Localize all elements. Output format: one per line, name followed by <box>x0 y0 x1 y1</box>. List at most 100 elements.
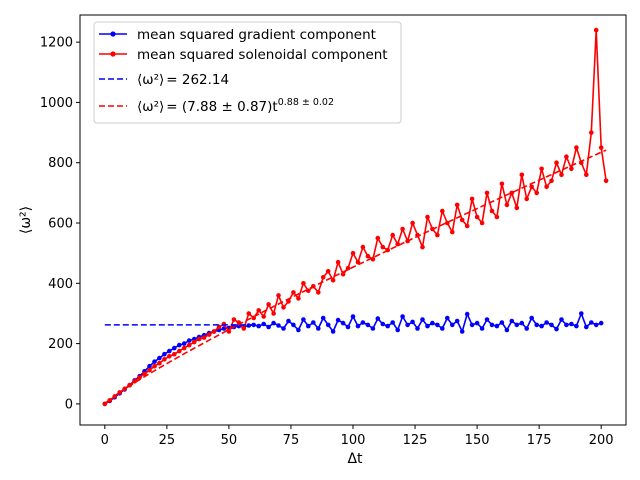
gradient-point <box>514 322 520 328</box>
gradient-point <box>340 320 346 326</box>
gradient-point <box>584 324 589 330</box>
legend-solenoidal-marker <box>110 51 116 57</box>
solenoidal-point <box>400 226 405 232</box>
solenoidal-point <box>474 214 480 220</box>
solenoidal-point <box>231 317 237 322</box>
gradient-point <box>301 317 306 322</box>
legend-box <box>93 21 402 124</box>
gradient-point <box>454 318 460 324</box>
solenoidal-point <box>281 305 286 310</box>
solenoidal-point <box>216 324 222 330</box>
solenoidal-point <box>330 278 336 283</box>
y-axis-label: ⟨ω²⟩ <box>18 206 34 234</box>
solenoidal-point <box>177 348 182 354</box>
solenoidal-point <box>246 311 252 316</box>
gradient-point <box>370 326 376 331</box>
x-tick-label: 200 <box>589 433 614 448</box>
y-axis-ticks: 0 200 400 600 800 1000 1200 <box>40 36 80 412</box>
gradient-point <box>549 322 554 328</box>
gradient-point <box>464 311 470 317</box>
solenoidal-point <box>380 244 386 250</box>
solenoidal-point <box>454 202 460 208</box>
plot-frame <box>79 14 627 426</box>
gradient-point <box>410 319 415 325</box>
gradient-point <box>395 327 401 333</box>
solenoidal-point <box>172 351 177 357</box>
solenoidal-point <box>559 172 564 178</box>
solenoidal-point <box>320 275 326 280</box>
solenoidal-point <box>564 154 569 159</box>
gradient-point <box>350 314 356 319</box>
solenoidal-point <box>539 166 544 172</box>
solenoidal-point <box>469 196 475 202</box>
x-tick-label: 50 <box>221 433 238 448</box>
gradient-point <box>534 322 539 328</box>
solenoidal-point <box>420 244 425 250</box>
gradient-point <box>519 320 525 326</box>
solenoidal-point <box>464 223 470 229</box>
solenoidal-point <box>365 253 371 259</box>
x-tick-label: 0 <box>101 433 109 448</box>
y-tick-label: 0 <box>65 397 73 412</box>
gradient-point <box>147 363 152 369</box>
solenoidal-point <box>167 354 172 359</box>
gradient-point <box>489 322 495 328</box>
legend-fit-power-label: ⟨ω²⟩ = (7.88 ± 0.87)t0.88 ± 0.02 <box>137 97 334 115</box>
gradient-point <box>499 320 505 325</box>
gradient-point <box>271 320 276 326</box>
gradient-point <box>524 326 529 331</box>
gradient-point <box>380 321 386 327</box>
gradient-point <box>375 316 381 321</box>
solenoidal-point <box>603 178 609 184</box>
solenoidal-point <box>256 308 262 313</box>
solenoidal-point <box>544 184 549 190</box>
solenoidal-point <box>325 269 331 274</box>
x-tick-label: 150 <box>465 433 490 448</box>
solenoidal-point <box>584 172 589 178</box>
y-tick-label: 1000 <box>40 96 73 111</box>
gradient-point <box>291 322 296 328</box>
solenoidal-point <box>529 184 534 190</box>
gradient-point <box>266 324 271 330</box>
solenoidal-point <box>271 311 276 316</box>
solenoidal-point <box>598 145 604 150</box>
gradient-point <box>311 320 316 325</box>
solenoidal-point <box>589 130 594 135</box>
solenoidal-point <box>335 259 341 265</box>
gradient-point <box>564 322 569 328</box>
gradient-point <box>261 321 267 327</box>
gradient-point <box>286 318 291 324</box>
solenoidal-point <box>514 205 520 211</box>
gradient-point <box>177 342 182 348</box>
solenoidal-point <box>479 220 485 226</box>
y-tick-label: 400 <box>48 277 73 292</box>
solenoidal-point <box>340 272 346 277</box>
solenoidal-point <box>316 290 321 295</box>
solenoidal-point <box>142 371 147 377</box>
gradient-point <box>330 329 336 334</box>
x-tick-label: 100 <box>341 433 366 448</box>
gradient-point <box>325 322 331 328</box>
solenoidal-point <box>301 281 306 286</box>
gradient-point <box>276 323 281 328</box>
solenoidal-point <box>554 160 559 165</box>
gradient-point <box>544 320 549 325</box>
gradient-point <box>445 315 450 321</box>
gradient-point <box>494 323 500 329</box>
gradient-point <box>157 355 162 361</box>
gradient-point <box>162 351 167 357</box>
gradient-point <box>256 323 262 329</box>
solenoidal-point <box>440 208 445 214</box>
gradient-point <box>569 321 574 327</box>
gradient-point <box>440 326 445 331</box>
gradient-point <box>390 320 396 325</box>
solenoidal-point <box>534 190 539 196</box>
solenoidal-point <box>494 214 500 220</box>
gradient-point <box>435 322 440 328</box>
solenoidal-point <box>201 335 207 340</box>
y-tick-label: 200 <box>48 337 73 352</box>
gradient-point <box>598 320 604 326</box>
solenoidal-point <box>276 293 281 298</box>
gradient-point <box>221 326 227 331</box>
solenoidal-point <box>360 244 366 250</box>
